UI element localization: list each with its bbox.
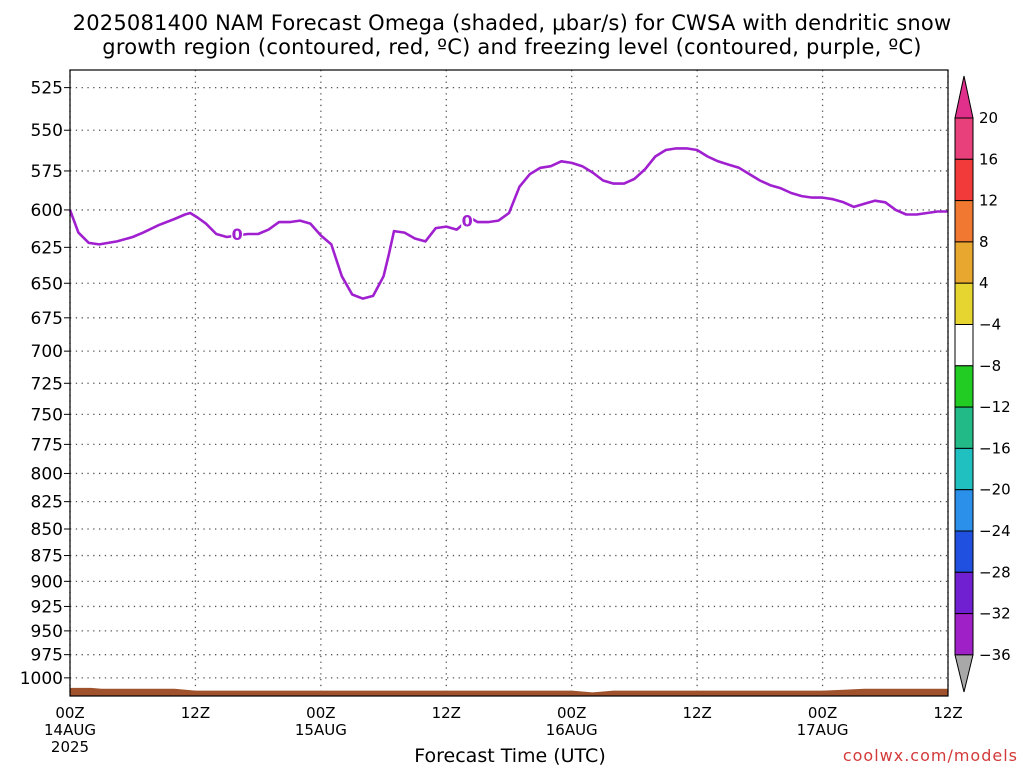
colorbar-bottom-arrow [954,654,974,693]
colorbar-tick-label: 20 [979,109,998,127]
y-tick-label: 825 [31,493,63,513]
colorbar-segment [954,406,974,449]
contour-label-background [461,212,474,229]
x-tick-label: 12Z [181,704,210,722]
colorbar-segment [954,117,974,160]
contour-label: 0 [462,212,473,231]
colorbar-tick-label: −32 [979,605,1011,623]
x-axis-label: Forecast Time (UTC) [414,745,606,767]
colorbar-segment [954,530,974,573]
colorbar-tick-label: −4 [979,316,1001,334]
colorbar-tick-label: −36 [979,646,1011,664]
y-tick-label: 625 [31,238,63,258]
contour-label-background [231,226,244,243]
x-tick-label: 00Z [808,704,837,722]
colorbar-segment [954,447,974,491]
x-tick-date-label: 17AUG [797,721,849,739]
y-tick-label: 525 [31,79,63,99]
colorbar-tick-label: −20 [979,481,1011,499]
y-tick-label: 950 [31,622,63,642]
y-tick-label: 550 [31,121,63,141]
x-tick-date-label: 16AUG [546,721,598,739]
colorbar-top-arrow [954,75,974,119]
x-tick-date-label: 15AUG [295,721,347,739]
colorbar-tick-label: −28 [979,563,1011,581]
colorbar-tick-label: −12 [979,398,1011,416]
x-tick-label: 00Z [55,704,84,722]
colorbar-tick-label: 8 [979,233,989,251]
colorbar-tick-label: 4 [979,274,989,292]
y-tick-label: 575 [31,162,63,182]
plot-frame [69,69,949,697]
y-tick-label: 725 [31,374,63,394]
colorbar-segment [954,282,974,326]
x-tick-date-label: 14AUG [44,721,96,739]
colorbar-tick-label: −16 [979,439,1011,457]
colorbar-tick-label: −24 [979,522,1011,540]
x-tick-label: 00Z [306,704,335,722]
y-tick-label: 650 [31,274,63,294]
y-tick-label: 675 [31,309,63,329]
credit-text[interactable]: coolwx.com/models [842,746,1018,765]
colorbar-segment [954,489,974,532]
colorbar-segment [954,324,974,367]
x-tick-label: 00Z [557,704,586,722]
colorbar-tick-label: 16 [979,150,998,168]
y-tick-label: 750 [31,405,63,425]
y-tick-label: 975 [31,646,63,666]
colorbar-segment [954,571,974,615]
plot-background [70,70,948,696]
freezing-level-line [68,147,948,300]
x-tick-label: 12Z [432,704,461,722]
colorbar-tick-label: −8 [979,357,1001,375]
y-tick-label: 775 [31,435,63,455]
y-tick-label: 900 [31,572,63,592]
y-tick-label: 1000 [20,669,63,689]
terrain-fill [70,687,948,696]
y-tick-label: 600 [31,201,63,221]
y-tick-label: 925 [31,597,63,617]
colorbar-segment [954,200,974,243]
y-tick-label: 700 [31,342,63,362]
x-tick-label: 12Z [682,704,711,722]
chart-title-line1: 2025081400 NAM Forecast Omega (shaded, μ… [72,11,952,35]
y-tick-label: 875 [31,547,63,567]
y-tick-label: 800 [31,464,63,484]
colorbar-segment [954,158,974,202]
colorbar-segment [954,613,974,656]
colorbar-segment [954,365,974,408]
x-tick-year-label: 2025 [51,738,89,756]
y-tick-label: 850 [31,520,63,540]
chart-title-line2: growth region (contoured, red, ºC) and f… [102,35,922,59]
contour-label: 0 [232,225,243,244]
colorbar-tick-label: 12 [979,192,998,210]
x-tick-label: 12Z [933,704,962,722]
colorbar-segment [954,241,974,284]
